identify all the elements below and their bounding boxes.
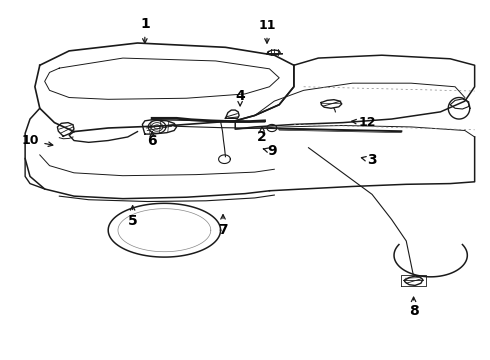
Text: 2: 2 bbox=[257, 130, 267, 144]
Text: 1: 1 bbox=[140, 17, 150, 31]
Text: 7: 7 bbox=[218, 223, 228, 237]
Text: 10: 10 bbox=[21, 134, 39, 147]
Text: 3: 3 bbox=[367, 153, 377, 167]
Text: 4: 4 bbox=[235, 89, 245, 103]
Text: 9: 9 bbox=[267, 144, 277, 158]
Text: 8: 8 bbox=[409, 304, 418, 318]
Text: 11: 11 bbox=[258, 19, 276, 32]
Text: 6: 6 bbox=[147, 134, 157, 148]
Text: 12: 12 bbox=[358, 116, 376, 129]
Text: 5: 5 bbox=[128, 214, 138, 228]
